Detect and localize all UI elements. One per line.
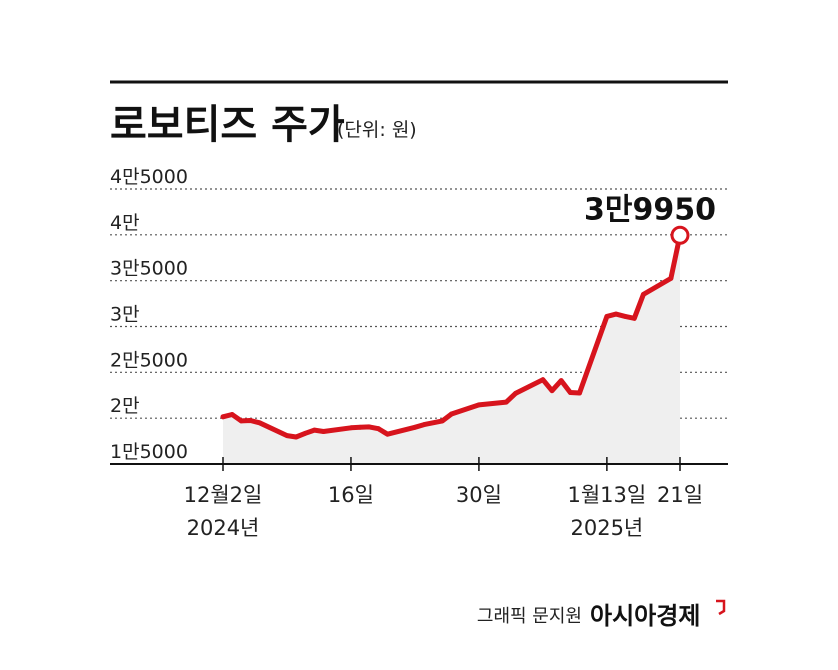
- data-point: [229, 412, 235, 417]
- y-tick-label: 3만: [110, 304, 140, 326]
- data-point: [412, 424, 418, 430]
- data-points: [220, 232, 683, 440]
- data-point: [376, 426, 381, 432]
- y-tick-label: 3만5000: [110, 258, 188, 280]
- x-tick-label: 1월13일: [568, 483, 647, 507]
- brand-mark-icon: [716, 599, 726, 616]
- peak-value-label: 3만9950: [584, 192, 716, 227]
- data-point: [577, 390, 582, 396]
- brand-logo: 아시아경제: [590, 602, 700, 630]
- data-point: [321, 429, 326, 434]
- data-point: [558, 378, 564, 383]
- data-point: [348, 425, 354, 431]
- data-point: [476, 402, 482, 408]
- data-point: [385, 431, 390, 437]
- data-point: [357, 424, 363, 430]
- data-point: [641, 292, 646, 297]
- area-fill: [223, 235, 680, 464]
- x-tick-label: 21일: [657, 483, 703, 507]
- data-point: [302, 430, 308, 436]
- x-tick-label: 12월2일: [184, 483, 263, 507]
- data-point: [604, 314, 610, 319]
- y-tick-label: 4만5000: [110, 166, 188, 188]
- y-tick-label: 2만5000: [110, 349, 188, 371]
- x-tick-year-label: 2024년: [187, 516, 260, 540]
- data-point: [238, 418, 244, 424]
- data-point: [503, 399, 509, 405]
- x-axis: 12월2일 2024년 16일 30일 1월13일 2025년 21일: [110, 457, 728, 540]
- data-point: [220, 414, 226, 420]
- x-tick-label: 30일: [456, 483, 502, 507]
- x-tick-year-label: 2025년: [570, 516, 643, 540]
- x-tick-label: 16일: [328, 483, 374, 507]
- data-point: [567, 390, 573, 395]
- data-point: [513, 391, 518, 396]
- data-point: [631, 315, 637, 321]
- y-tick-label: 1만5000: [110, 441, 188, 463]
- data-point: [312, 427, 317, 433]
- price-line: [220, 232, 683, 440]
- data-point: [248, 418, 253, 423]
- y-tick-label: 2만: [110, 395, 140, 417]
- y-tick-labels: 1만5000 2만 2만5000 3만 3만5000 4만 4만5000: [110, 166, 188, 463]
- data-point: [284, 433, 290, 438]
- data-point: [421, 422, 427, 427]
- data-point: [549, 388, 555, 394]
- data-point: [449, 411, 454, 417]
- peak-marker: [670, 225, 690, 245]
- unit-label: (단위: 원): [337, 119, 417, 141]
- data-point: [440, 418, 445, 424]
- chart-title: 로보티즈 주가: [110, 102, 345, 148]
- data-point: [366, 424, 372, 430]
- y-tick-label: 4만: [110, 212, 140, 234]
- data-point: [613, 311, 619, 317]
- data-point: [540, 377, 546, 383]
- data-point: [622, 314, 628, 319]
- annotations: 3만9950: [584, 192, 716, 245]
- data-point: [293, 434, 299, 440]
- data-point: [668, 276, 674, 281]
- credit-text: 그래픽 문지원: [477, 606, 582, 627]
- data-point: [257, 420, 262, 426]
